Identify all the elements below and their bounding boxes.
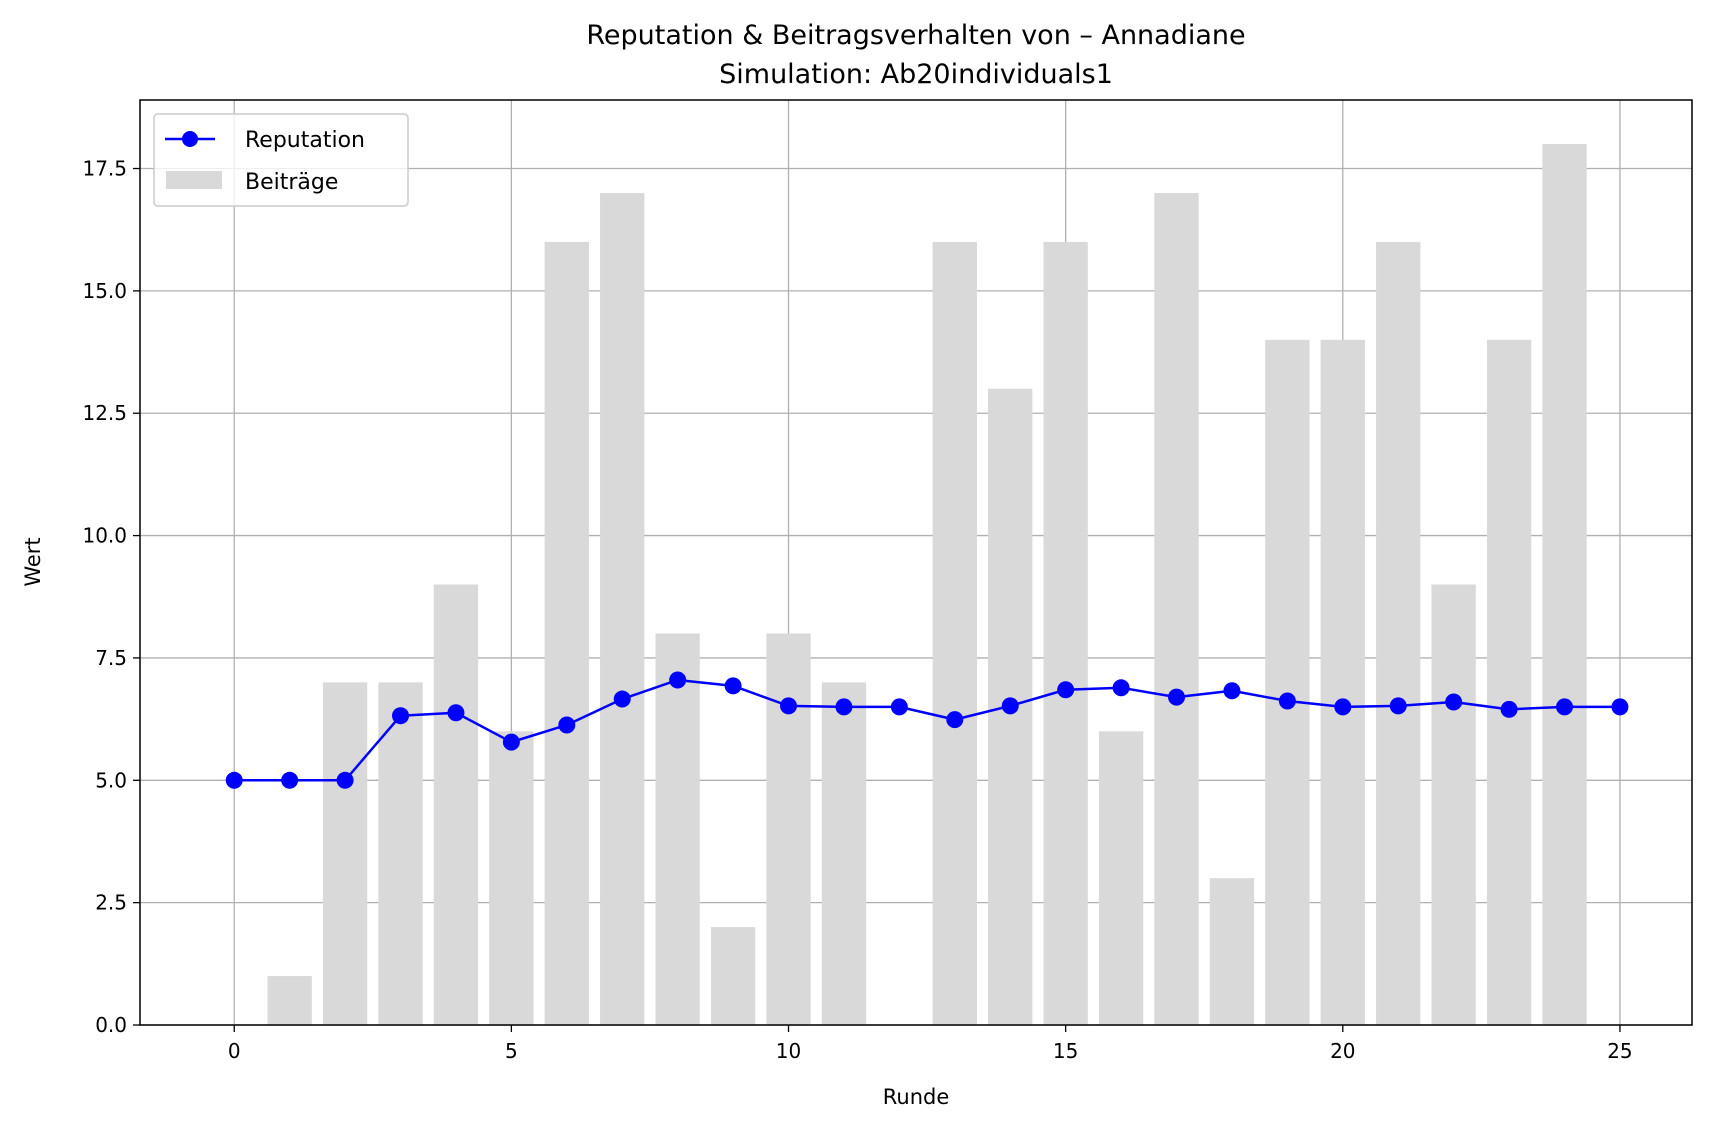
reputation-point [1001, 697, 1019, 715]
bar [1431, 584, 1476, 1025]
reputation-point [946, 711, 964, 729]
x-tick-label: 10 [776, 1039, 801, 1063]
bars-series [267, 144, 1587, 1026]
bar [1154, 192, 1199, 1026]
reputation-point [780, 697, 798, 715]
bar [1265, 339, 1310, 1025]
bar [821, 682, 867, 1025]
reputation-point [1278, 692, 1296, 710]
bar [322, 682, 368, 1025]
x-tick-label: 0 [228, 1039, 241, 1063]
y-tick-label: 0.0 [95, 1013, 127, 1037]
reputation-point [1500, 700, 1518, 718]
bar [1320, 339, 1365, 1025]
reputation-point [1112, 679, 1130, 697]
legend-bar-swatch [166, 171, 222, 189]
reputation-point [1611, 698, 1629, 716]
bar [1209, 878, 1255, 1025]
x-tick-label: 20 [1330, 1039, 1355, 1063]
bar [655, 633, 700, 1025]
reputation-point [613, 690, 631, 708]
y-tick-label: 17.5 [82, 157, 127, 181]
bar [433, 584, 479, 1025]
legend: Reputation Beiträge [153, 113, 409, 207]
y-tick-label: 10.0 [82, 524, 127, 548]
reputation-point [558, 716, 576, 734]
reputation-series [225, 671, 1629, 789]
bar [1486, 339, 1532, 1025]
reputation-point [724, 677, 742, 695]
y-tick-label: 7.5 [95, 646, 127, 670]
bar [766, 633, 811, 1025]
reputation-point [835, 698, 853, 716]
bar [600, 192, 645, 1026]
bar [710, 927, 756, 1025]
reputation-point [1223, 682, 1241, 700]
plot-frame [139, 99, 1693, 1026]
y-tick-label: 5.0 [95, 768, 127, 792]
reputation-point [502, 733, 520, 751]
reputation-point [669, 671, 687, 689]
reputation-point [1334, 698, 1352, 716]
chart-title: Reputation & Beitragsverhalten von – Ann… [586, 20, 1245, 51]
reputation-point [392, 707, 410, 725]
reputation-point [447, 704, 465, 722]
bar [544, 241, 589, 1025]
x-axis: 0 5 10 15 20 25 [228, 1025, 1633, 1063]
reputation-point [1168, 688, 1186, 706]
bar [932, 241, 977, 1025]
x-tick-label: 15 [1053, 1039, 1078, 1063]
reputation-point [1445, 693, 1463, 711]
legend-label-reputation: Reputation [245, 128, 365, 153]
reputation-point [281, 771, 299, 789]
bar [378, 682, 423, 1025]
x-tick-label: 25 [1607, 1039, 1632, 1063]
y-axis-title: Wert [21, 537, 45, 586]
bar [1542, 144, 1587, 1026]
y-tick-label: 15.0 [82, 279, 127, 303]
reputation-line [234, 678, 1620, 782]
x-axis-title: Runde [883, 1085, 950, 1109]
legend-marker-swatch [182, 131, 198, 147]
reputation-point [336, 771, 354, 789]
bar [1376, 241, 1421, 1025]
bar [1043, 241, 1088, 1025]
y-tick-label: 2.5 [95, 891, 127, 915]
reputation-point [1057, 681, 1075, 699]
reputation-point [890, 698, 908, 716]
bar [267, 976, 312, 1025]
bar [489, 731, 534, 1025]
legend-label-beitraege: Beiträge [245, 170, 338, 195]
reputation-point [1389, 697, 1407, 715]
reputation-point [1556, 698, 1574, 716]
y-axis: 0.0 2.5 5.0 7.5 10.0 12.5 15.0 17.5 [82, 157, 140, 1037]
y-tick-label: 12.5 [82, 401, 127, 425]
reputation-point [225, 771, 243, 789]
x-tick-label: 5 [505, 1039, 518, 1063]
chart-subtitle: Simulation: Ab20individuals1 [719, 59, 1113, 90]
bar [1098, 731, 1144, 1025]
